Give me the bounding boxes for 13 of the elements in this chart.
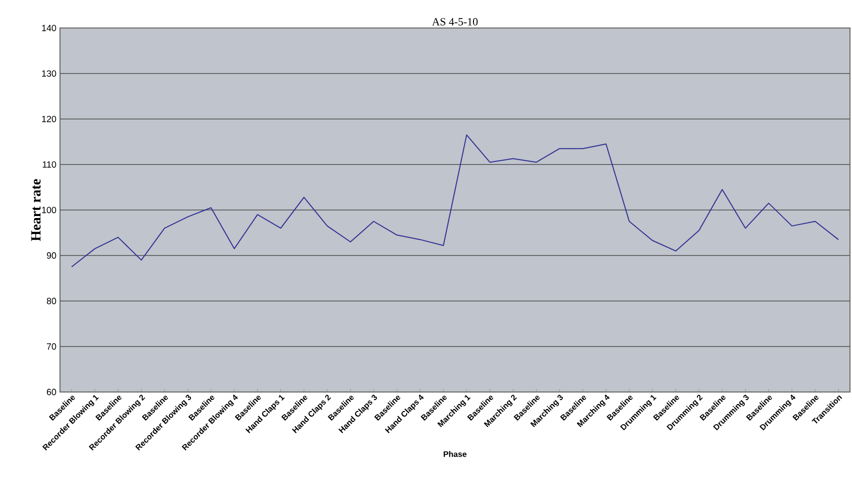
y-tick-label: 70 (46, 343, 56, 350)
y-tick-label: 90 (46, 252, 56, 259)
y-tick-label: 110 (42, 161, 56, 168)
x-axis-title: Phase (444, 451, 467, 457)
y-tick-label: 120 (42, 116, 56, 122)
y-tick-label: 60 (46, 388, 56, 396)
y-axis-title: Heart rate (31, 179, 41, 242)
y-tick-label: 140 (42, 24, 56, 32)
y-tick-label: 130 (42, 70, 56, 77)
chart-title: AS 4-5-10 (432, 18, 478, 26)
y-tick-label: 80 (46, 298, 56, 304)
y-tick-label: 100 (42, 206, 56, 214)
line-series (71, 134, 839, 268)
